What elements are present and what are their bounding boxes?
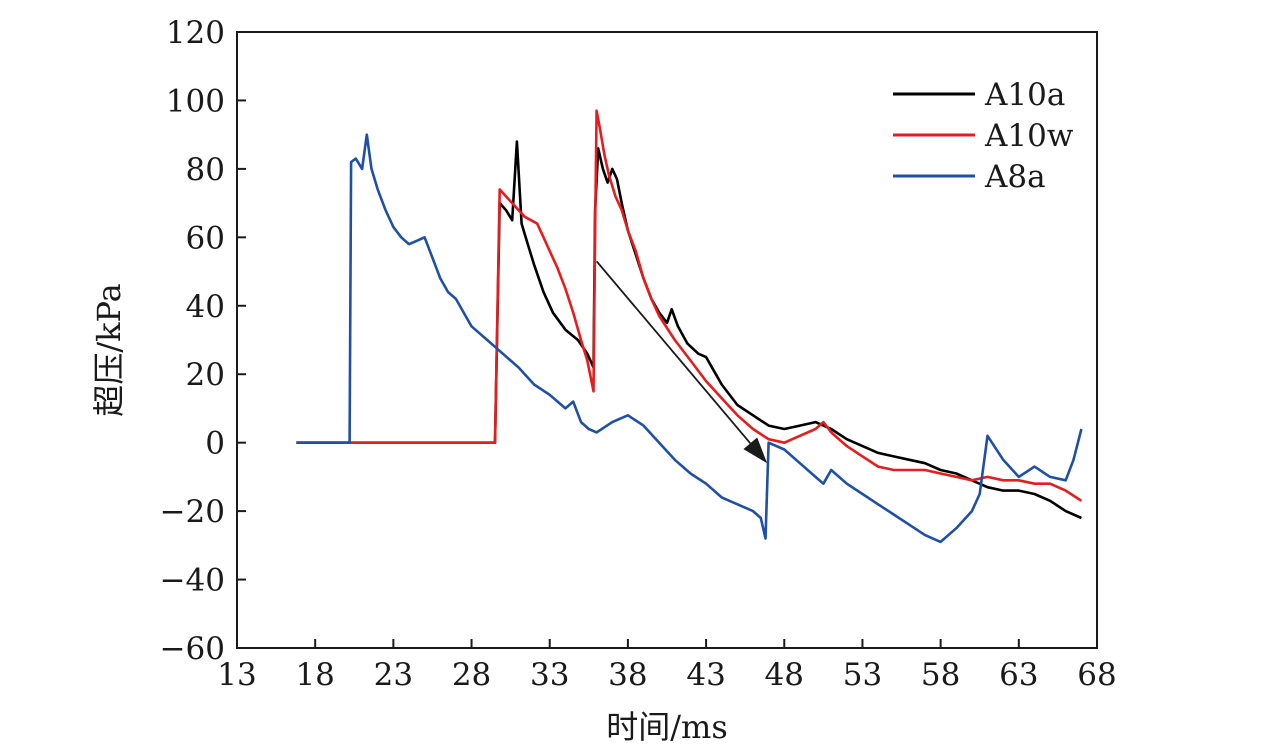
x-tick-label: 53 bbox=[843, 657, 882, 693]
y-axis: −60 −40 −20 0 20 40 60 80 100 120 bbox=[160, 15, 246, 667]
series-line-a10a bbox=[296, 140, 1082, 520]
x-tick-label: 33 bbox=[530, 657, 569, 693]
y-tick-label: −60 bbox=[160, 631, 225, 667]
x-tick-label: 63 bbox=[999, 657, 1038, 693]
x-tick-label: 18 bbox=[295, 657, 334, 693]
plot-area bbox=[236, 31, 1098, 649]
y-tick-label: −40 bbox=[160, 563, 225, 599]
y-tick-label: 0 bbox=[205, 426, 225, 462]
series-layer bbox=[296, 109, 1083, 544]
y-tick-label: −20 bbox=[160, 494, 225, 530]
legend: A10a A10w A8a bbox=[893, 77, 1074, 195]
x-tick-label: 48 bbox=[765, 657, 804, 693]
y-tick-label: 120 bbox=[166, 15, 225, 51]
legend-label-a10w: A10w bbox=[984, 118, 1074, 154]
x-tick-label: 58 bbox=[921, 657, 960, 693]
y-tick-label: 60 bbox=[186, 220, 225, 256]
x-tick-label: 68 bbox=[1077, 657, 1116, 693]
annotation-arrow-head bbox=[743, 437, 768, 464]
y-tick-label: 80 bbox=[186, 152, 225, 188]
plot-frame bbox=[236, 31, 1098, 649]
x-axis-title: 时间/ms bbox=[606, 708, 728, 746]
y-tick-label: 100 bbox=[166, 83, 225, 119]
y-axis-title: 超压/kPa bbox=[90, 283, 128, 416]
legend-label-a10a: A10a bbox=[984, 77, 1065, 113]
annotation-layer bbox=[595, 260, 768, 464]
x-tick-label: 23 bbox=[374, 657, 413, 693]
x-tick-label: 38 bbox=[608, 657, 647, 693]
x-tick-label: 13 bbox=[217, 657, 256, 693]
y-tick-label: 20 bbox=[186, 357, 225, 393]
x-tick-label: 43 bbox=[686, 657, 725, 693]
series-line-a10w bbox=[296, 109, 1083, 502]
y-tick-label: 40 bbox=[186, 289, 225, 325]
x-axis: 13 18 23 28 33 38 43 48 53 58 63 68 bbox=[217, 639, 1117, 693]
series-line-a8a bbox=[296, 133, 1083, 544]
x-tick-label: 28 bbox=[452, 657, 491, 693]
annotation-arrow-shaft bbox=[595, 260, 751, 444]
legend-label-a8a: A8a bbox=[984, 159, 1046, 195]
